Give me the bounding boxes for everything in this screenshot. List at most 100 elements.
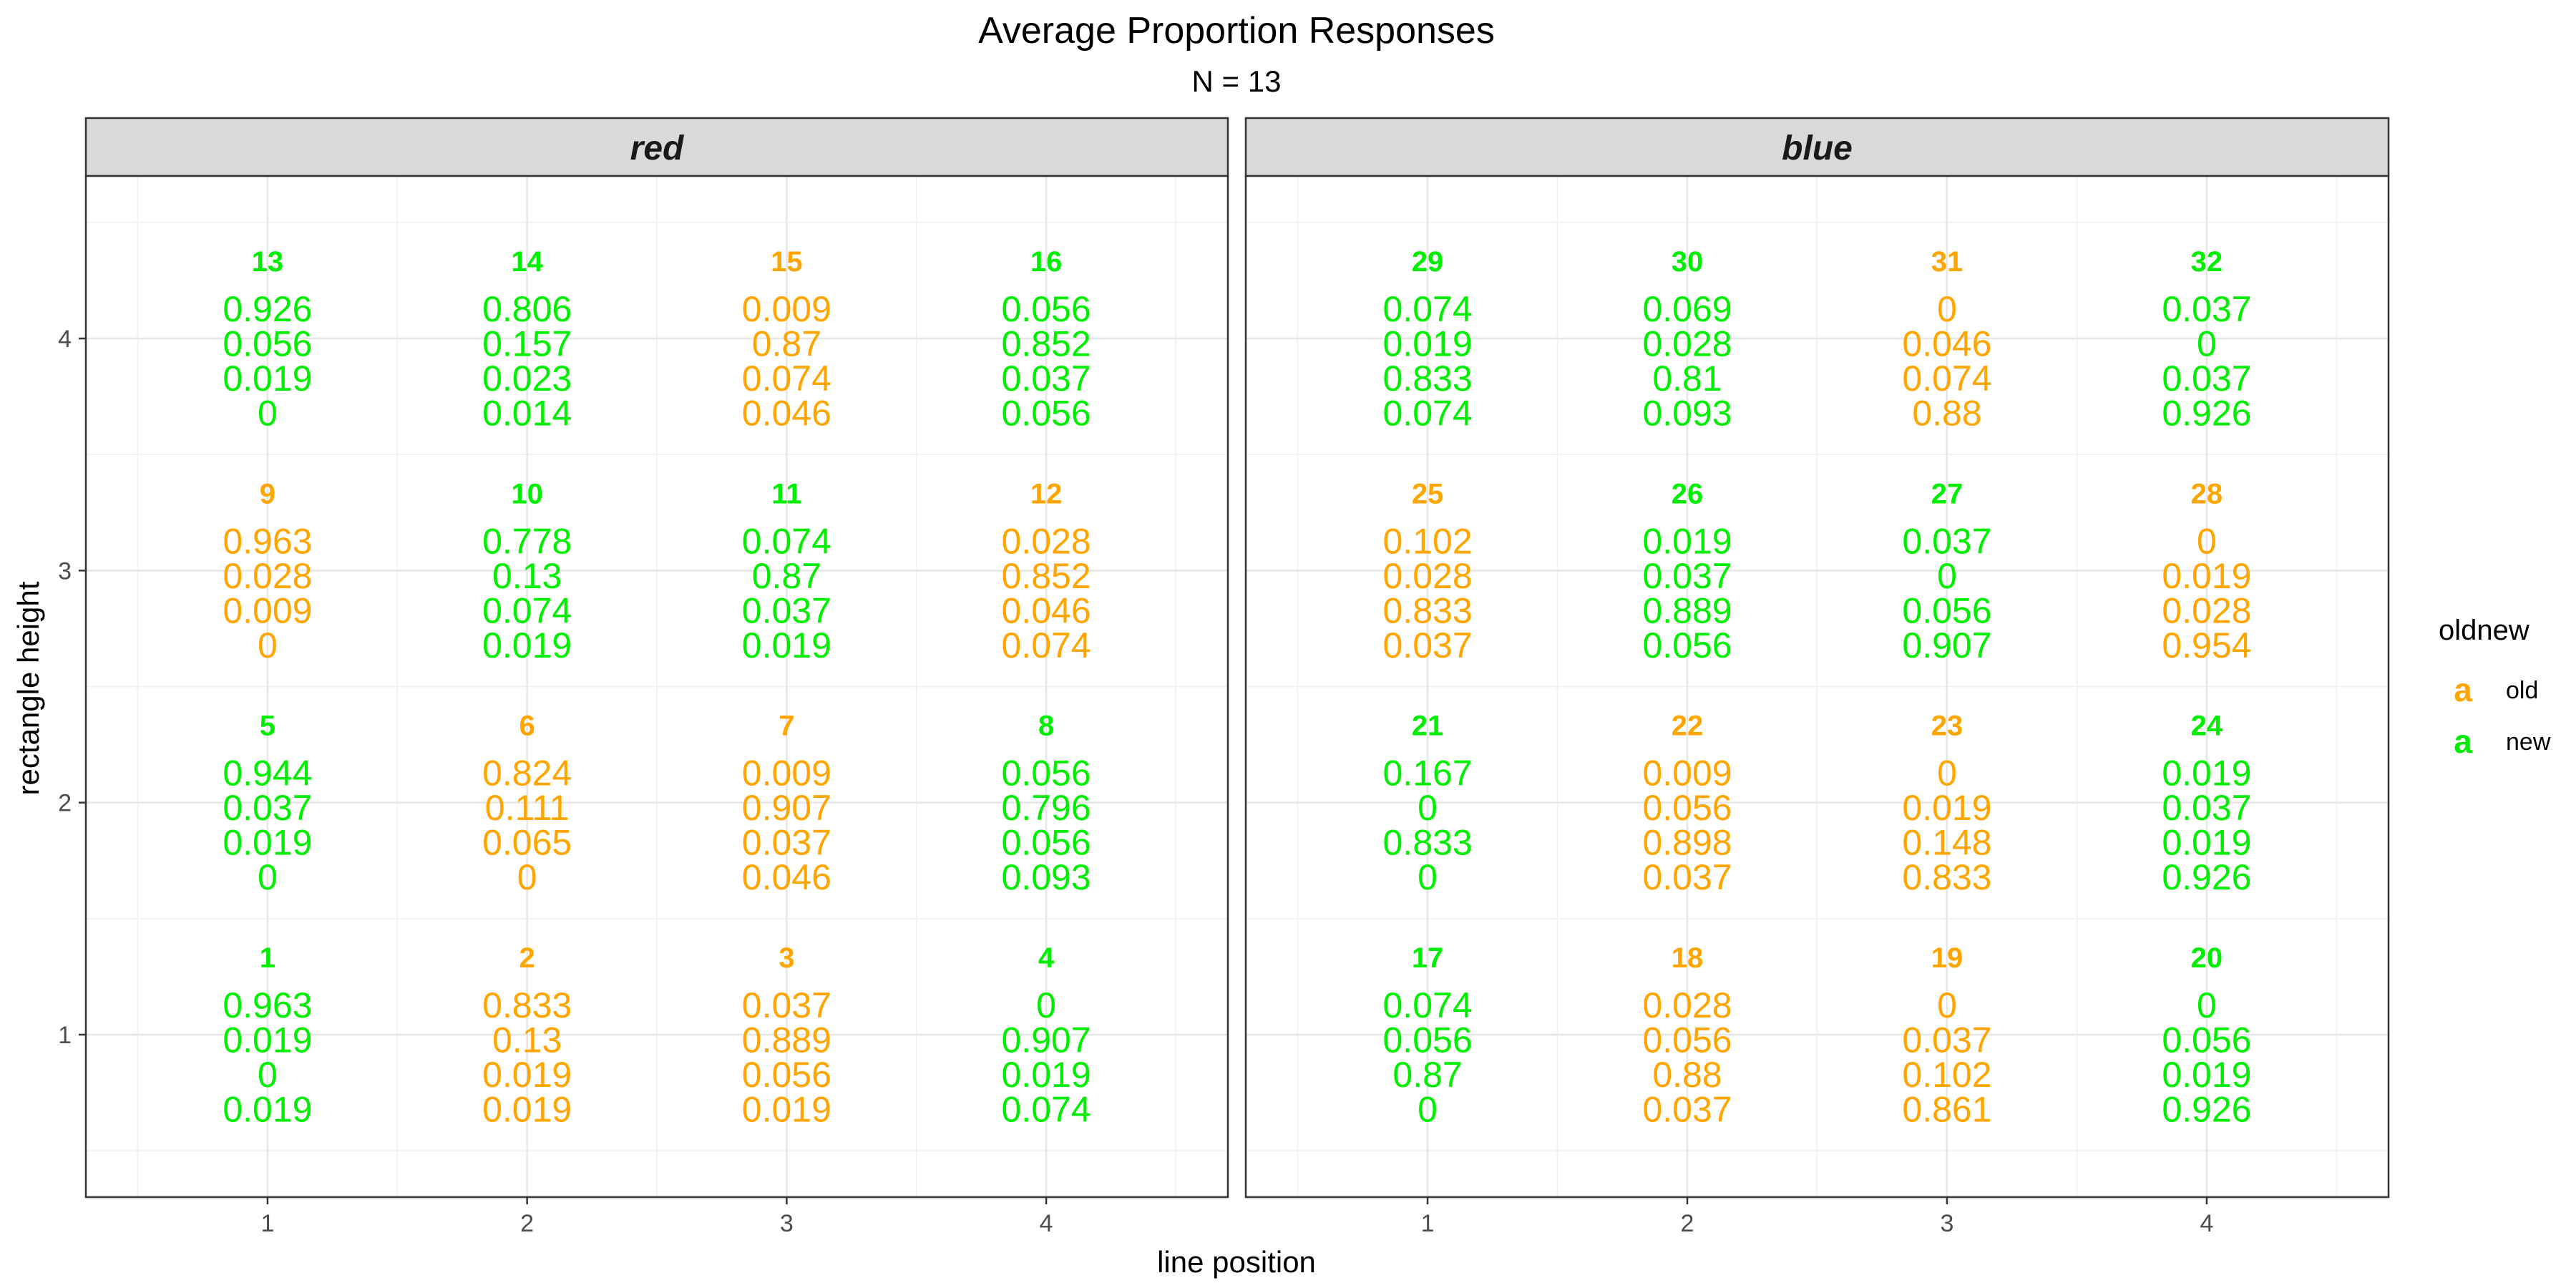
cell-value-label: 0.778 — [482, 521, 572, 561]
cell-value-label: 0.907 — [1902, 625, 1991, 665]
cell-value-label: 0.019 — [2162, 823, 2251, 863]
cell-value-label: 0 — [1937, 556, 1957, 596]
y-tick-label: 1 — [58, 1022, 72, 1049]
cell-value-label: 0 — [2197, 985, 2217, 1025]
cell-value-label: 0.037 — [1002, 358, 1091, 399]
cell-value-label: 0.019 — [1002, 1055, 1091, 1095]
cell-value-label: 0.009 — [223, 590, 312, 630]
cell-value-label: 0.861 — [1902, 1089, 1991, 1129]
cell-id-label: 21 — [1412, 711, 1444, 742]
cell-value-label: 0.037 — [1642, 1089, 1732, 1129]
cell-value-label: 0.87 — [752, 324, 821, 364]
cell-id-label: 10 — [511, 478, 543, 509]
cell-value-label: 0.037 — [223, 788, 312, 828]
cell-value-label: 0.944 — [223, 753, 312, 794]
legend-label-new: new — [2506, 728, 2551, 756]
cell-value-label: 0.056 — [1642, 625, 1732, 665]
cell-value-label: 0.019 — [482, 625, 572, 665]
cell-value-label: 0.056 — [1002, 823, 1091, 863]
cell-value-label: 0.065 — [482, 823, 572, 863]
cell-value-label: 0.074 — [1002, 1089, 1091, 1129]
cell-value-label: 0 — [2197, 324, 2217, 364]
cell-value-label: 0.824 — [482, 753, 572, 794]
cell-id-label: 17 — [1412, 942, 1444, 974]
cell-value-label: 0.019 — [2162, 556, 2251, 596]
cell-value-label: 0.074 — [1383, 394, 1473, 434]
cell-value-label: 0.833 — [1383, 823, 1473, 863]
x-tick-label: 3 — [1941, 1210, 1954, 1237]
cell-id-label: 5 — [260, 711, 275, 742]
cell-id-label: 30 — [1672, 246, 1704, 278]
chart-title: Average Proportion Responses — [978, 10, 1495, 52]
cell-value-label: 0.019 — [223, 1089, 312, 1129]
cell-id-label: 22 — [1672, 711, 1704, 742]
strip-red — [84, 117, 1229, 177]
cell-value-label: 0.056 — [2162, 1020, 2251, 1060]
cell-value-label: 0.074 — [1383, 289, 1473, 329]
cell-id-label: 19 — [1931, 942, 1963, 974]
cell-value-label: 0.093 — [1002, 857, 1091, 897]
x-tick-label: 2 — [1681, 1210, 1694, 1237]
cell-id-label: 24 — [2191, 711, 2223, 742]
cell-value-label: 0 — [517, 857, 537, 897]
cell-value-label: 0.019 — [2162, 1055, 2251, 1095]
cell-value-label: 0.037 — [1642, 556, 1732, 596]
cell-value-label: 0.852 — [1002, 324, 1091, 364]
cell-value-label: 0.074 — [1902, 358, 1991, 399]
legend-label-old: old — [2506, 677, 2538, 704]
cell-value-label: 0 — [1418, 788, 1438, 828]
cell-id-label: 9 — [260, 478, 275, 509]
cell-value-label: 0 — [1937, 985, 1957, 1025]
cell-value-label: 0.019 — [2162, 753, 2251, 794]
cell-value-label: 0.056 — [1002, 394, 1091, 434]
cell-value-label: 0.019 — [482, 1089, 572, 1129]
cell-value-label: 0.093 — [1642, 394, 1732, 434]
cell-id-label: 26 — [1672, 478, 1704, 509]
cell-value-label: 0.037 — [2162, 358, 2251, 399]
cell-value-label: 0.056 — [223, 324, 312, 364]
cell-id-label: 8 — [1038, 711, 1054, 742]
cell-value-label: 0.102 — [1383, 521, 1473, 561]
cell-value-label: 0.88 — [1912, 394, 1981, 434]
cell-value-label: 0.023 — [482, 358, 572, 399]
legend: oldnew a old a new — [2439, 615, 2551, 760]
cell-id-label: 16 — [1030, 246, 1063, 278]
cell-value-label: 0.954 — [2162, 625, 2251, 665]
panel-border — [1244, 175, 2390, 1199]
y-tick-label: 4 — [58, 326, 72, 353]
cell-value-label: 0.009 — [742, 289, 831, 329]
cell-id-label: 20 — [2191, 942, 2223, 974]
cell-value-label: 0.157 — [482, 324, 572, 364]
cell-value-label: 0.833 — [1383, 590, 1473, 630]
cell-value-label: 0 — [258, 625, 278, 665]
cell-id-label: 29 — [1412, 246, 1444, 278]
strip-blue — [1244, 117, 2390, 177]
cell-id-label: 25 — [1412, 478, 1444, 509]
cell-value-label: 0.009 — [742, 753, 831, 794]
strip-label-blue: blue — [1782, 130, 1853, 167]
cell-id-label: 14 — [511, 246, 543, 278]
cell-value-label: 0 — [1036, 985, 1056, 1025]
cell-id-label: 4 — [1038, 942, 1055, 974]
cell-value-label: 0 — [1418, 857, 1438, 897]
